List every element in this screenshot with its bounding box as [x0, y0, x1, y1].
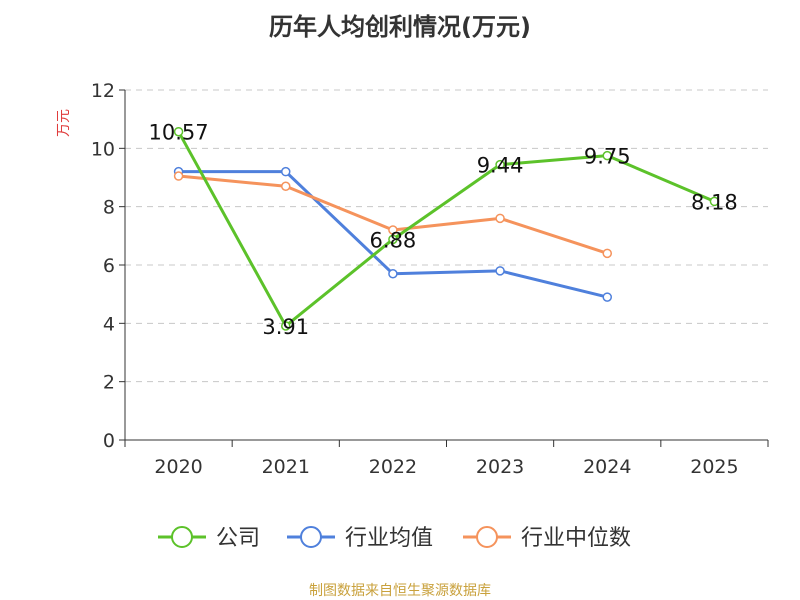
legend[interactable]: 公司 行业均值 行业中位数	[158, 526, 631, 551]
x-tick-label-2025: 2025	[690, 456, 738, 478]
data-point-0-5[interactable]	[709, 196, 720, 207]
series-2	[173, 171, 612, 259]
legend-label-2: 行业中位数	[521, 526, 631, 551]
series-lines	[173, 126, 720, 331]
legend-item-2[interactable]: 行业中位数	[463, 526, 631, 551]
x-tick-label-2022: 2022	[369, 456, 417, 478]
data-label-2: 6.88	[370, 228, 417, 252]
data-point-2-0[interactable]	[173, 171, 184, 181]
legend-swatch-marker-2	[476, 526, 498, 548]
source-note: 制图数据来自恒生聚源数据库	[309, 583, 491, 599]
data-point-0-0[interactable]	[173, 126, 184, 137]
data-point-0-3[interactable]	[495, 159, 505, 170]
gridlines	[125, 89, 768, 383]
legend-label-0: 公司	[216, 526, 260, 551]
data-point-2-3[interactable]	[495, 213, 505, 224]
data-point-1-4[interactable]	[602, 292, 612, 302]
data-point-0-4[interactable]	[602, 150, 612, 161]
legend-swatch-marker-0	[171, 526, 193, 548]
data-point-1-3[interactable]	[495, 266, 505, 276]
legend-label-1: 行业均值	[345, 526, 433, 551]
data-label-0: 10.57	[149, 121, 209, 145]
chart-title: 历年人均创利情况(万元)	[269, 13, 531, 41]
data-label-1: 3.91	[262, 315, 309, 339]
axes: 0 2 4 6 8 10 12 2020 2021 2022 2023 2024 2025	[91, 80, 769, 478]
data-point-1-2[interactable]	[388, 269, 398, 279]
y-tick-label-8: 8	[103, 197, 115, 219]
x-tick-label-2021: 2021	[262, 456, 310, 478]
data-point-2-1[interactable]	[281, 181, 291, 191]
y-axis-label: 万元	[56, 109, 72, 137]
series-0	[173, 126, 720, 331]
legend-item-0[interactable]: 公司	[158, 526, 260, 551]
data-point-0-2[interactable]	[388, 234, 398, 245]
data-point-2-2[interactable]	[388, 225, 398, 235]
y-tick-label-0: 0	[103, 430, 115, 452]
y-tick-label-2: 2	[103, 372, 115, 394]
data-labels: 10.57 3.91 6.88 9.44 9.75 8.18	[149, 121, 738, 339]
x-tick-label-2020: 2020	[154, 456, 202, 478]
series-line-0	[177, 130, 716, 328]
x-tick-label-2024: 2024	[583, 456, 631, 478]
legend-swatch-marker-1	[300, 526, 322, 548]
legend-item-1[interactable]: 行业均值	[287, 526, 433, 551]
data-label-4: 9.75	[584, 145, 631, 169]
data-label-3: 9.44	[477, 154, 524, 178]
data-point-2-4[interactable]	[602, 248, 612, 259]
data-label-5: 8.18	[691, 190, 738, 214]
x-tick-label-2023: 2023	[476, 456, 524, 478]
y-tick-label-12: 12	[91, 80, 115, 102]
y-tick-label-10: 10	[91, 138, 115, 160]
y-tick-label-6: 6	[103, 255, 115, 277]
data-point-1-1[interactable]	[281, 166, 291, 177]
data-point-0-1[interactable]	[281, 321, 291, 331]
y-tick-label-4: 4	[103, 313, 115, 335]
